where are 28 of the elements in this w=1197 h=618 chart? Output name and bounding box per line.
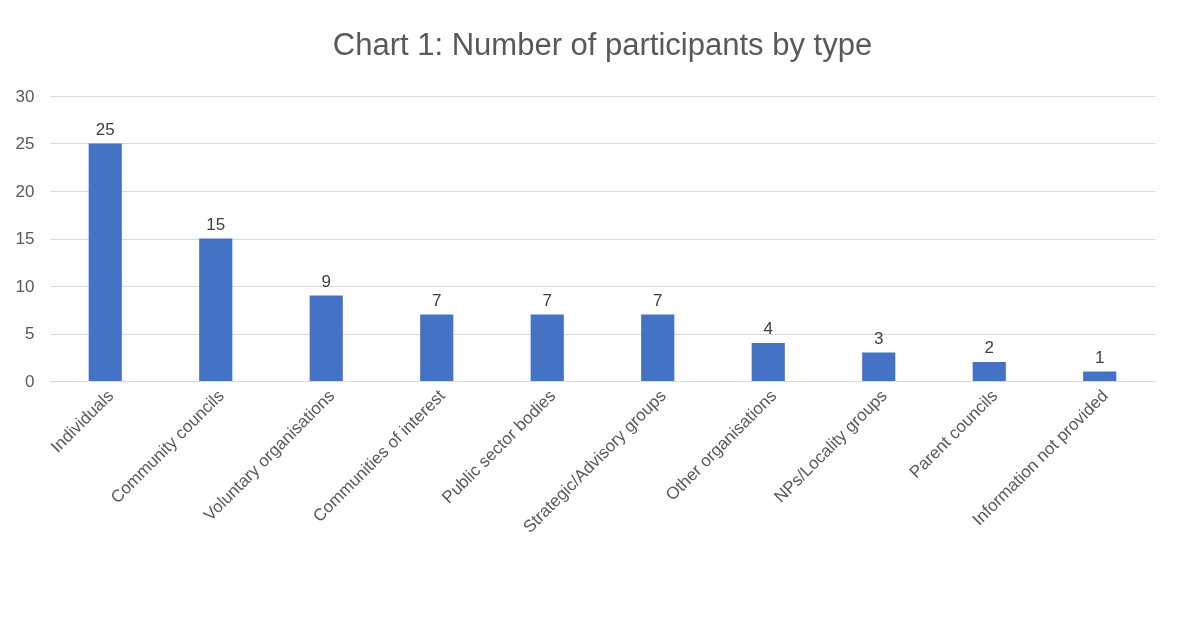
y-tick-label: 30 <box>15 86 35 106</box>
data-label: 7 <box>432 290 442 310</box>
bar <box>862 352 896 381</box>
data-label: 7 <box>542 290 552 310</box>
data-label: 3 <box>874 328 884 348</box>
data-label: 4 <box>763 319 773 338</box>
bar <box>530 314 564 381</box>
data-label: 25 <box>95 119 115 139</box>
bar <box>972 362 1006 381</box>
data-label: 7 <box>653 290 663 310</box>
y-tick-label: 15 <box>15 229 35 248</box>
y-tick-label: 5 <box>25 324 35 343</box>
y-tick-label: 0 <box>25 371 35 391</box>
bar <box>751 343 785 381</box>
data-label: 2 <box>984 338 994 357</box>
y-tick-label: 10 <box>15 276 35 296</box>
y-tick-label: 25 <box>15 134 35 153</box>
bar <box>1083 371 1117 381</box>
bar <box>88 143 122 381</box>
bar <box>309 295 343 381</box>
y-tick-label: 20 <box>15 181 35 201</box>
bar <box>420 314 454 381</box>
bar <box>199 238 233 381</box>
data-label: 9 <box>321 271 331 291</box>
data-label: 1 <box>1095 347 1105 367</box>
chart-title: Chart 1: Number of participants by type <box>332 27 873 62</box>
bar <box>641 314 675 381</box>
data-label: 15 <box>206 214 226 234</box>
